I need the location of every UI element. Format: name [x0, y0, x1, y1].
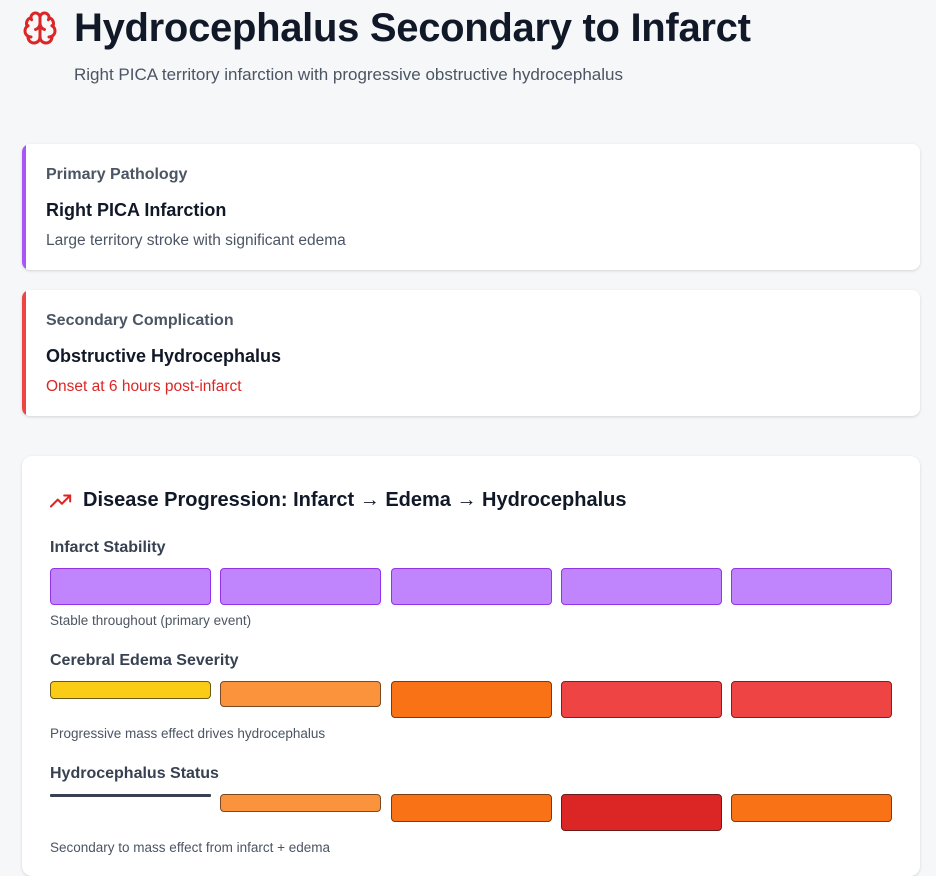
progression-cell — [220, 794, 382, 812]
secondary-complication-card: Secondary Complication Obstructive Hydro… — [22, 290, 920, 416]
trending-up-icon — [50, 493, 72, 508]
secondary-description: Onset at 6 hours post-infarct — [46, 378, 242, 395]
infarct-stability-label: Infarct Stability — [50, 539, 166, 556]
disease-progression-card: Disease Progression: Infarct → Edema → H… — [22, 456, 920, 876]
progression-cell — [731, 794, 892, 822]
infarct-stability-note: Stable throughout (primary event) — [50, 613, 252, 628]
progression-cell — [50, 794, 211, 797]
edema-severity-cells — [50, 681, 892, 721]
primary-label: Primary Pathology — [46, 166, 188, 183]
progression-cell — [390, 794, 552, 822]
progression-cell — [560, 794, 722, 831]
title-row: Hydrocephalus Secondary to Infarct — [22, 6, 922, 50]
hydrocephalus-status-note: Secondary to mass effect from infarct + … — [50, 840, 331, 855]
page-header: Hydrocephalus Secondary to Infarct Right… — [22, 6, 922, 85]
progression-cell — [560, 568, 722, 605]
primary-pathology-card: Primary Pathology Right PICA Infarction … — [22, 144, 920, 270]
progression-cell — [560, 681, 722, 718]
progression-cell — [220, 568, 382, 605]
progression-cell — [731, 681, 892, 718]
progression-title-row: Disease Progression: Infarct → Edema → H… — [50, 489, 627, 512]
primary-description: Large territory stroke with significant … — [46, 232, 346, 249]
progression-cell — [220, 681, 382, 707]
page-subtitle: Right PICA territory infarction with pro… — [74, 65, 623, 84]
primary-heading: Right PICA Infarction — [46, 200, 227, 220]
progression-cell — [50, 568, 211, 605]
progression-cell — [731, 568, 892, 605]
hydrocephalus-status-cells — [50, 794, 892, 834]
progression-cell — [390, 568, 552, 605]
edema-severity-note: Progressive mass effect drives hydroceph… — [50, 726, 326, 741]
secondary-accent-bar — [22, 290, 26, 416]
secondary-heading: Obstructive Hydrocephalus — [46, 346, 282, 366]
hydrocephalus-status-label: Hydrocephalus Status — [50, 765, 219, 782]
brain-icon — [23, 11, 57, 45]
progression-cell — [50, 681, 211, 699]
progression-cell — [390, 681, 552, 718]
progression-title: Disease Progression: Infarct → Edema → H… — [83, 489, 627, 511]
page-title: Hydrocephalus Secondary to Infarct — [74, 6, 751, 50]
secondary-label: Secondary Complication — [46, 312, 234, 329]
infarct-stability-cells — [50, 568, 892, 608]
primary-accent-bar — [22, 144, 26, 270]
edema-severity-label: Cerebral Edema Severity — [50, 652, 239, 669]
